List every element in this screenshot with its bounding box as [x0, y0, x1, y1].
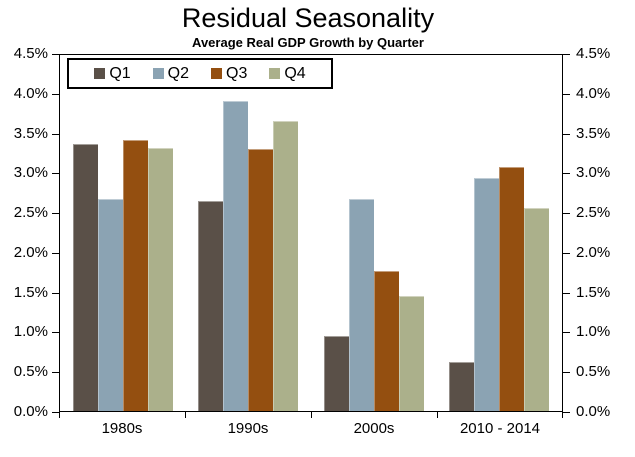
legend-label-q3: Q3 [226, 64, 248, 82]
y-axis-label-right: 1.0% [576, 323, 611, 341]
bar-q3-1980s [122, 139, 148, 411]
y-axis-label-left: 1.5% [13, 283, 48, 301]
bar-group-1980s [60, 55, 186, 411]
y-axis-tick-left [52, 133, 59, 135]
legend-swatch-q2 [152, 68, 164, 79]
y-axis-tick-right [563, 252, 570, 254]
y-axis-label-left: 3.0% [13, 164, 48, 182]
y-axis-tick-left [52, 252, 59, 254]
x-category-label: 2010 - 2014 [459, 420, 541, 437]
bar-q3-1990s [248, 149, 274, 411]
y-axis-tick-left [52, 213, 59, 215]
y-axis-label-right: 4.5% [576, 45, 611, 62]
bar-q1-1990s [198, 201, 224, 411]
y-axis-label-left: 2.5% [13, 204, 48, 222]
y-axis-tick-left [52, 173, 59, 175]
bar-q2-1980s [97, 198, 123, 411]
x-category-label: 1980s [101, 420, 143, 437]
y-axis-label-right: 2.5% [576, 204, 611, 222]
y-axis-label-right: 3.0% [576, 164, 611, 182]
y-axis-tick-left [52, 93, 59, 95]
y-axis-label-right: 2.0% [576, 243, 611, 261]
y-axis-label-left: 4.0% [13, 84, 48, 102]
bar-q1-2010-2014 [449, 361, 475, 411]
y-axis-tick-right [563, 133, 570, 135]
y-axis-tick-right [563, 54, 570, 55]
x-axis-tick [185, 412, 186, 418]
legend-item-q3: Q3 [211, 65, 247, 83]
y-axis-tick-left [52, 332, 59, 334]
bar-q3-2010-2014 [499, 166, 525, 411]
x-axis-tick [562, 412, 563, 418]
legend-item-q1: Q1 [94, 64, 131, 83]
y-axis-tick-left [52, 372, 59, 374]
bar-q1-2000s [323, 335, 349, 411]
x-axis-tick [437, 412, 438, 418]
bar-q4-2010-2014 [524, 207, 550, 411]
y-axis-label-left: 2.0% [13, 243, 48, 261]
bar-q2-1990s [223, 100, 249, 411]
y-axis-label-right: 3.5% [576, 124, 611, 142]
y-axis-label-left: 1.0% [13, 323, 48, 341]
legend-item-q2: Q2 [152, 64, 189, 83]
y-axis-label-left: 0.0% [13, 403, 48, 420]
bar-q1-1980s [72, 143, 98, 411]
y-axis-label-right: 4.0% [576, 84, 611, 102]
y-axis-label-right: 0.0% [576, 403, 611, 420]
bar-group-1990s [186, 55, 312, 411]
bar-q3-2000s [373, 271, 399, 411]
chart-title: Residual Seasonality [181, 3, 435, 33]
bar-q4-2000s [398, 295, 424, 411]
y-axis-label-right: 1.5% [576, 283, 611, 301]
x-category-label: 2000s [353, 420, 395, 437]
legend-label-q1: Q1 [109, 64, 131, 82]
legend-label-q4: Q4 [284, 64, 306, 82]
legend-swatch-q1 [94, 68, 106, 79]
bar-group-2010-2014 [437, 55, 563, 411]
x-axis-tick [59, 412, 60, 418]
bar-q4-1980s [147, 147, 173, 411]
bar-q4-1990s [273, 121, 299, 411]
y-axis-label-left: 3.5% [13, 124, 48, 142]
y-axis-tick-right [563, 213, 570, 215]
y-axis-tick-right [563, 292, 570, 294]
x-category-label: 1990s [227, 420, 269, 437]
legend-item-q4: Q4 [269, 64, 306, 83]
y-axis-tick-left [52, 412, 59, 413]
y-axis-tick-right [563, 173, 570, 175]
y-axis-tick-left [52, 54, 59, 55]
bar-q2-2000s [348, 198, 374, 411]
x-axis-tick [311, 412, 312, 418]
bar-q2-2010-2014 [474, 177, 500, 411]
bar-group-2000s [311, 55, 437, 411]
chart-subtitle: Average Real GDP Growth by Quarter [192, 35, 424, 50]
y-axis-label-left: 0.5% [13, 363, 48, 381]
y-axis-tick-left [52, 292, 59, 294]
y-axis-label-right: 0.5% [576, 363, 611, 381]
chart-legend: Q1 Q2 Q3 Q4 [67, 58, 333, 89]
legend-swatch-q3 [211, 68, 222, 79]
y-axis-tick-right [563, 93, 570, 95]
plot-area [59, 54, 563, 412]
legend-swatch-q4 [269, 68, 281, 79]
y-axis-tick-right [563, 372, 570, 374]
y-axis-tick-right [563, 332, 570, 334]
legend-label-q2: Q2 [167, 64, 189, 82]
y-axis-label-left: 4.5% [13, 45, 48, 62]
y-axis-tick-right [563, 412, 570, 413]
